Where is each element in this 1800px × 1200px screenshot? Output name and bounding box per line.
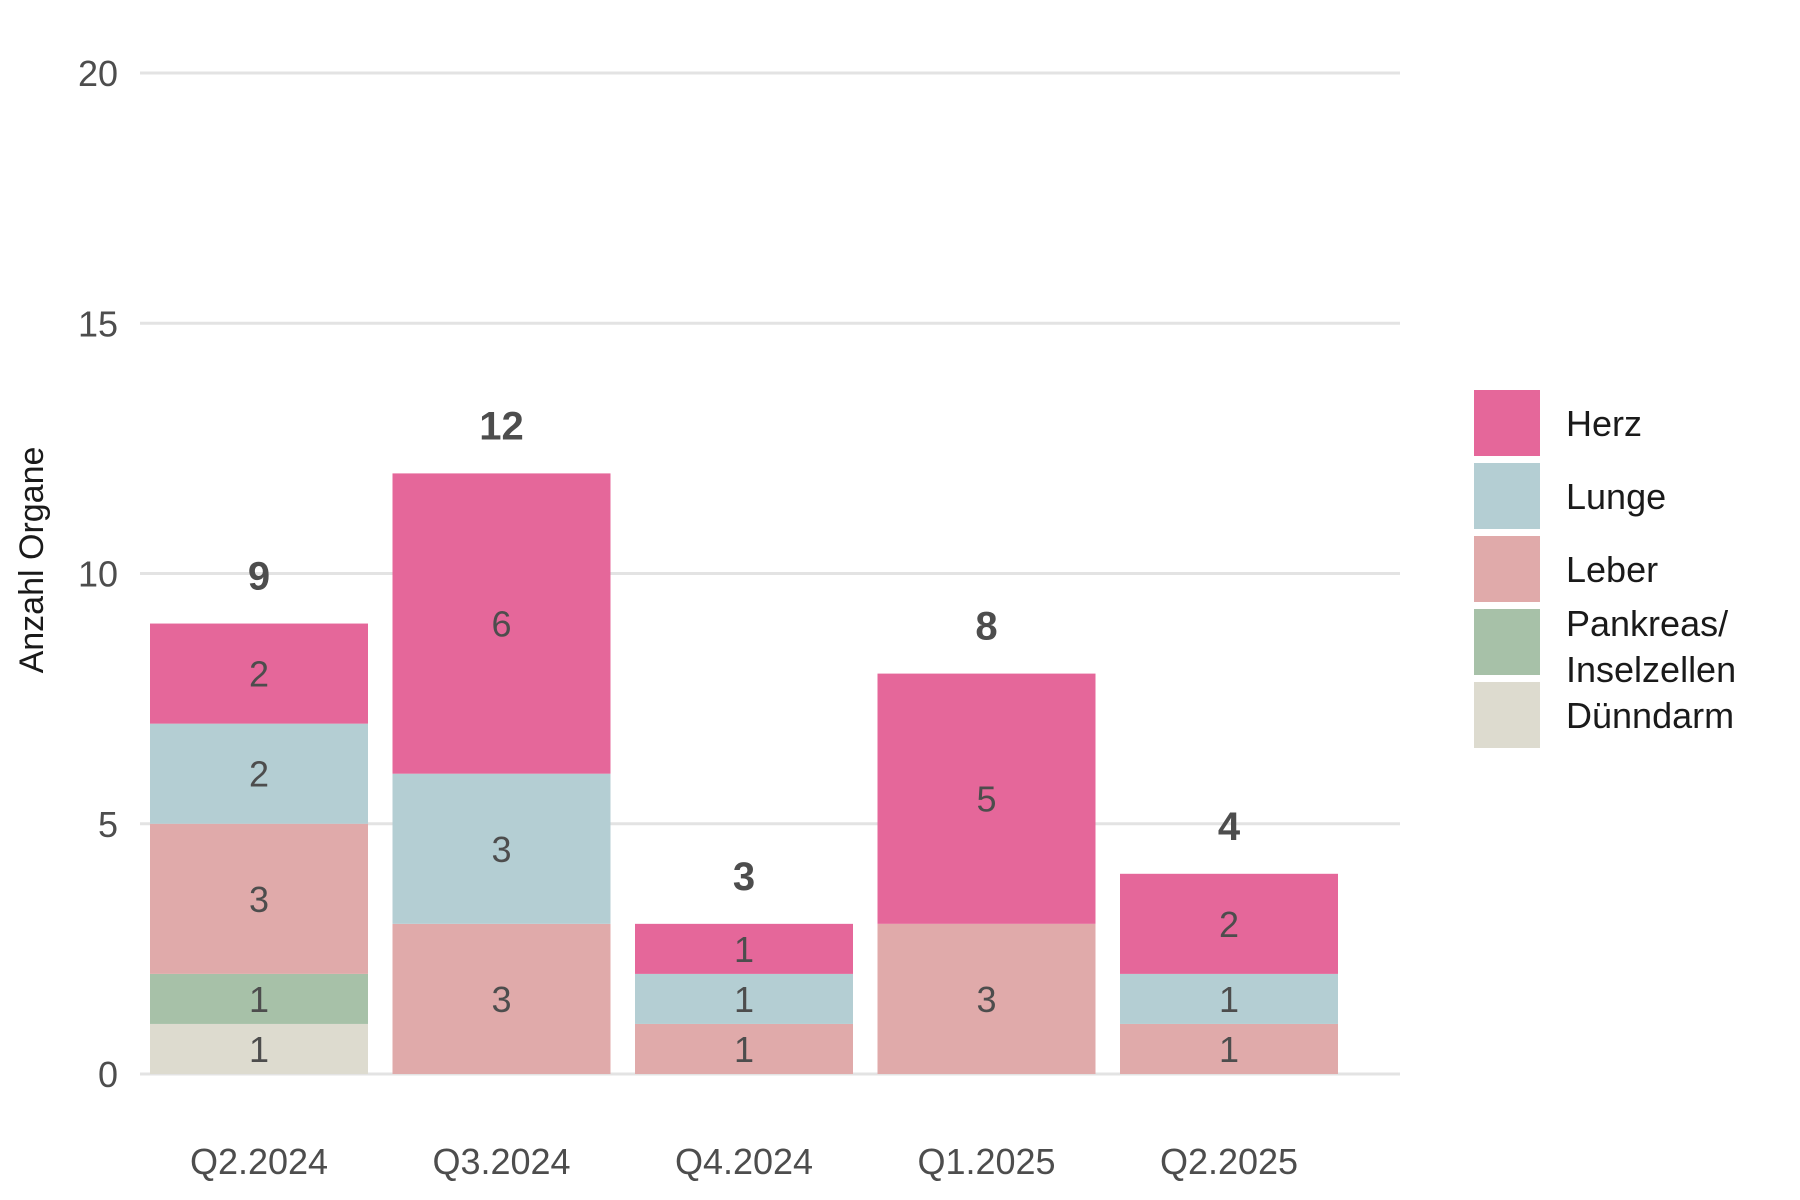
bar-total-label: 8 — [975, 605, 997, 649]
segment-value-label: 1 — [1219, 1029, 1239, 1070]
x-tick-label: Q4.2024 — [675, 1141, 813, 1182]
segment-value-label: 1 — [249, 1029, 269, 1070]
bar-segment — [150, 623, 368, 724]
segment-value-label: 1 — [1219, 979, 1239, 1020]
bar-segment — [1120, 873, 1338, 974]
segment-value-label: 5 — [976, 779, 996, 820]
legend-label: Dünndarm — [1566, 695, 1734, 736]
x-tick-label: Q1.2025 — [917, 1141, 1055, 1182]
segment-value-label: 3 — [491, 979, 511, 1020]
bar-segment — [1120, 1023, 1338, 1074]
y-tick-label: 10 — [78, 554, 118, 595]
bar-segment — [392, 923, 611, 1074]
segment-value-label: 3 — [976, 979, 996, 1020]
segment-value-label: 1 — [734, 979, 754, 1020]
bar-segment — [635, 1023, 853, 1074]
bar-segment — [392, 773, 611, 924]
segment-value-label: 1 — [249, 979, 269, 1020]
segment-value-label: 2 — [1219, 904, 1239, 945]
legend-key — [1474, 609, 1540, 675]
legend-label: Leber — [1566, 549, 1658, 590]
y-tick-label: 0 — [98, 1054, 118, 1095]
x-tick-label: Q2.2025 — [1160, 1141, 1298, 1182]
legend: Herz Lunge Leber Pankreas/Inselzellen Dünnda… — [1474, 390, 1736, 748]
bar-segment — [1120, 973, 1338, 1024]
legend-key — [1474, 390, 1540, 456]
legend-key — [1474, 682, 1540, 748]
segment-value-label: 1 — [734, 1029, 754, 1070]
bar-segment — [877, 673, 1096, 924]
legend-label: Herz — [1566, 403, 1642, 444]
bar-segment — [150, 973, 368, 1024]
bar-total-label: 12 — [479, 404, 524, 448]
legend-label: Lunge — [1566, 476, 1666, 517]
y-axis-ticks: 0 5 10 15 20 — [78, 53, 118, 1095]
bar-segment — [877, 923, 1096, 1074]
bar-total-label: 4 — [1218, 805, 1241, 849]
legend-key — [1474, 536, 1540, 602]
y-tick-label: 15 — [78, 303, 118, 344]
y-tick-label: 20 — [78, 53, 118, 94]
x-axis-ticks: Q2.2024 Q3.2024 Q4.2024 Q1.2025 Q2.2025 — [190, 1141, 1298, 1182]
bar-segment — [635, 973, 853, 1024]
legend-label: Pankreas/Inselzellen — [1566, 603, 1736, 690]
bar-segment — [150, 823, 368, 974]
segment-value-label: 6 — [491, 604, 511, 645]
segment-value-label: 2 — [249, 654, 269, 695]
y-axis-title: Anzahl Organe — [13, 447, 51, 674]
x-tick-label: Q2.2024 — [190, 1141, 328, 1182]
bar-segment — [635, 923, 853, 974]
bar-segment — [150, 723, 368, 824]
bar-total-label: 3 — [733, 855, 755, 899]
segment-value-label: 2 — [249, 754, 269, 795]
bar-segment — [392, 473, 611, 774]
y-tick-label: 5 — [98, 804, 118, 845]
segment-value-label: 3 — [491, 829, 511, 870]
segment-value-label: 1 — [734, 929, 754, 970]
bar-segment — [150, 1023, 368, 1074]
legend-key — [1474, 463, 1540, 529]
bar-total-label: 9 — [248, 555, 270, 599]
x-tick-label: Q3.2024 — [432, 1141, 570, 1182]
segment-value-label: 3 — [249, 879, 269, 920]
